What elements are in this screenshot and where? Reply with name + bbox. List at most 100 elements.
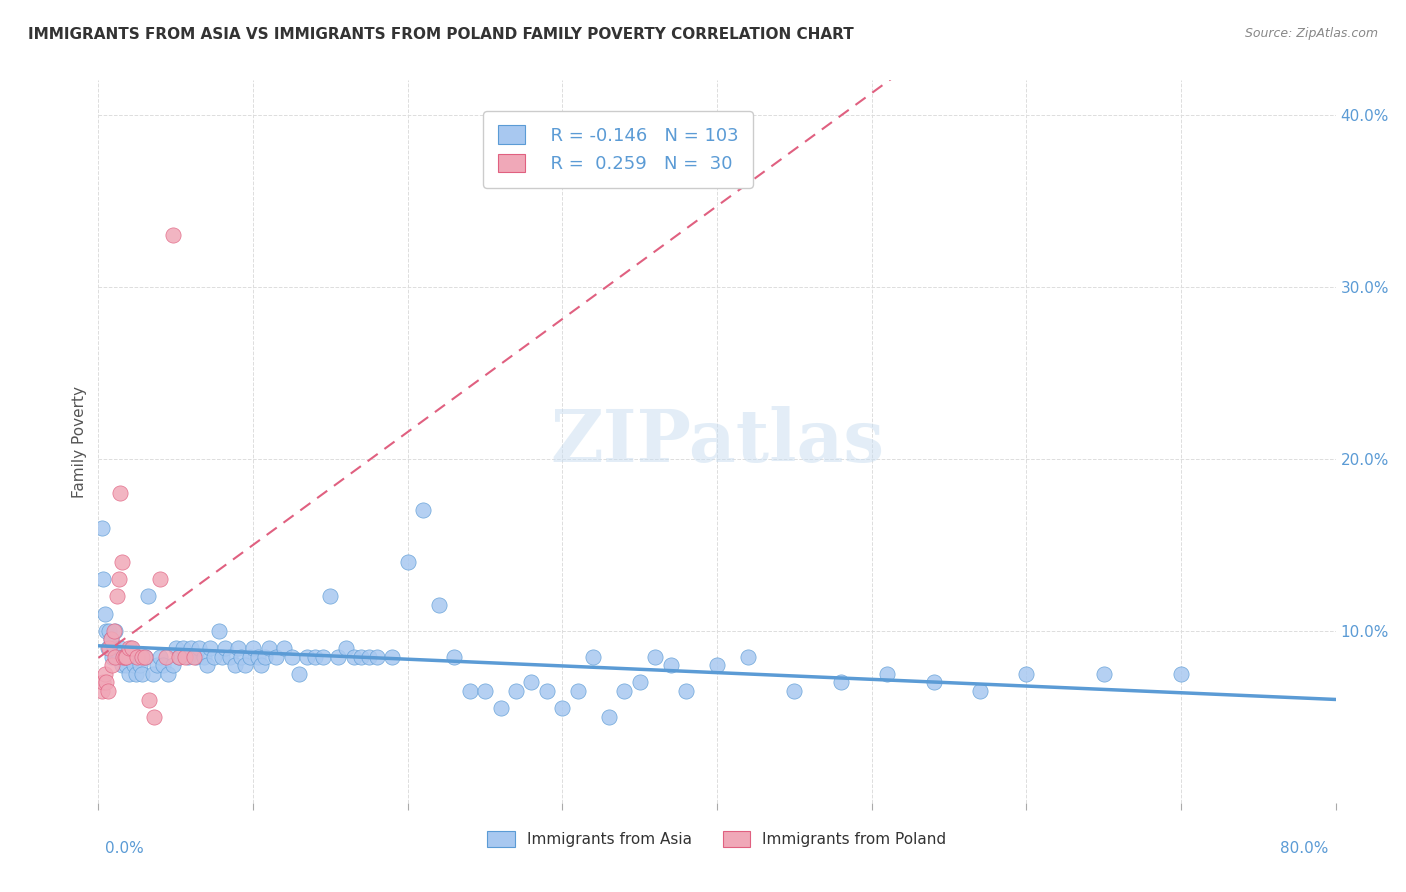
Point (458, 684, 481, 698)
Point (357, 649, 380, 664)
Point (124, 666, 146, 681)
Point (567, 684, 589, 698)
Point (326, 649, 350, 664)
Point (198, 640, 221, 655)
Point (427, 598, 450, 612)
Point (149, 649, 172, 664)
Point (177, 649, 200, 664)
Point (103, 640, 125, 655)
Point (239, 649, 262, 664)
Point (131, 649, 153, 664)
Point (319, 590, 342, 604)
Point (876, 666, 898, 681)
Point (96, 624, 118, 638)
Point (174, 649, 197, 664)
Point (98, 640, 121, 655)
Point (136, 590, 159, 604)
Point (443, 649, 465, 664)
Point (969, 684, 991, 698)
Point (100, 632, 122, 647)
Point (297, 649, 319, 664)
Point (118, 640, 141, 655)
Point (366, 649, 388, 664)
Point (598, 710, 620, 724)
Point (644, 649, 666, 664)
Point (211, 649, 233, 664)
Point (138, 692, 160, 706)
Point (155, 649, 177, 664)
Point (257, 640, 280, 655)
Point (208, 624, 231, 638)
Point (104, 649, 127, 664)
Point (134, 649, 156, 664)
Point (115, 658, 138, 673)
Point (551, 701, 574, 715)
Point (536, 684, 558, 698)
Point (830, 675, 852, 690)
Point (264, 649, 288, 664)
Point (93, 666, 115, 681)
Point (98, 624, 121, 638)
Point (146, 658, 169, 673)
Point (97, 684, 120, 698)
Point (114, 649, 136, 664)
Point (107, 649, 129, 664)
Point (105, 590, 128, 604)
Point (273, 640, 295, 655)
Point (101, 649, 124, 664)
Point (335, 640, 357, 655)
Point (224, 658, 246, 673)
Point (108, 486, 131, 500)
Point (96, 675, 118, 690)
Point (131, 666, 153, 681)
Point (157, 666, 180, 681)
Point (167, 649, 190, 664)
Point (141, 666, 165, 681)
Point (737, 649, 759, 664)
Point (783, 684, 806, 698)
Point (122, 658, 145, 673)
Point (112, 649, 135, 664)
Point (582, 649, 605, 664)
Point (111, 555, 132, 569)
Point (659, 658, 682, 673)
Point (505, 684, 527, 698)
Point (127, 649, 149, 664)
Text: ZIPatlas: ZIPatlas (550, 406, 884, 477)
Point (1170, 666, 1192, 681)
Point (100, 632, 122, 647)
Point (1015, 666, 1038, 681)
Point (172, 640, 194, 655)
Point (233, 658, 257, 673)
Point (103, 624, 125, 638)
Point (343, 649, 366, 664)
Point (242, 640, 264, 655)
Point (288, 666, 311, 681)
Point (281, 649, 304, 664)
Point (165, 640, 187, 655)
Point (111, 658, 132, 673)
Point (675, 684, 697, 698)
Point (118, 666, 141, 681)
Point (246, 649, 269, 664)
Point (97, 640, 120, 655)
Point (134, 649, 156, 664)
Point (254, 649, 277, 664)
Point (115, 649, 138, 664)
Point (312, 649, 335, 664)
Point (91, 572, 114, 586)
Text: 0.0%: 0.0% (105, 841, 145, 856)
Point (121, 649, 143, 664)
Point (350, 649, 373, 664)
Point (396, 555, 419, 569)
Point (1092, 666, 1115, 681)
Point (162, 658, 184, 673)
Point (474, 684, 496, 698)
Text: IMMIGRANTS FROM ASIA VS IMMIGRANTS FROM POLAND FAMILY POVERTY CORRELATION CHART: IMMIGRANTS FROM ASIA VS IMMIGRANTS FROM … (28, 27, 853, 42)
Point (121, 640, 143, 655)
Point (412, 503, 434, 517)
Point (129, 658, 152, 673)
Point (183, 649, 205, 664)
Point (105, 649, 128, 664)
Point (193, 649, 215, 664)
